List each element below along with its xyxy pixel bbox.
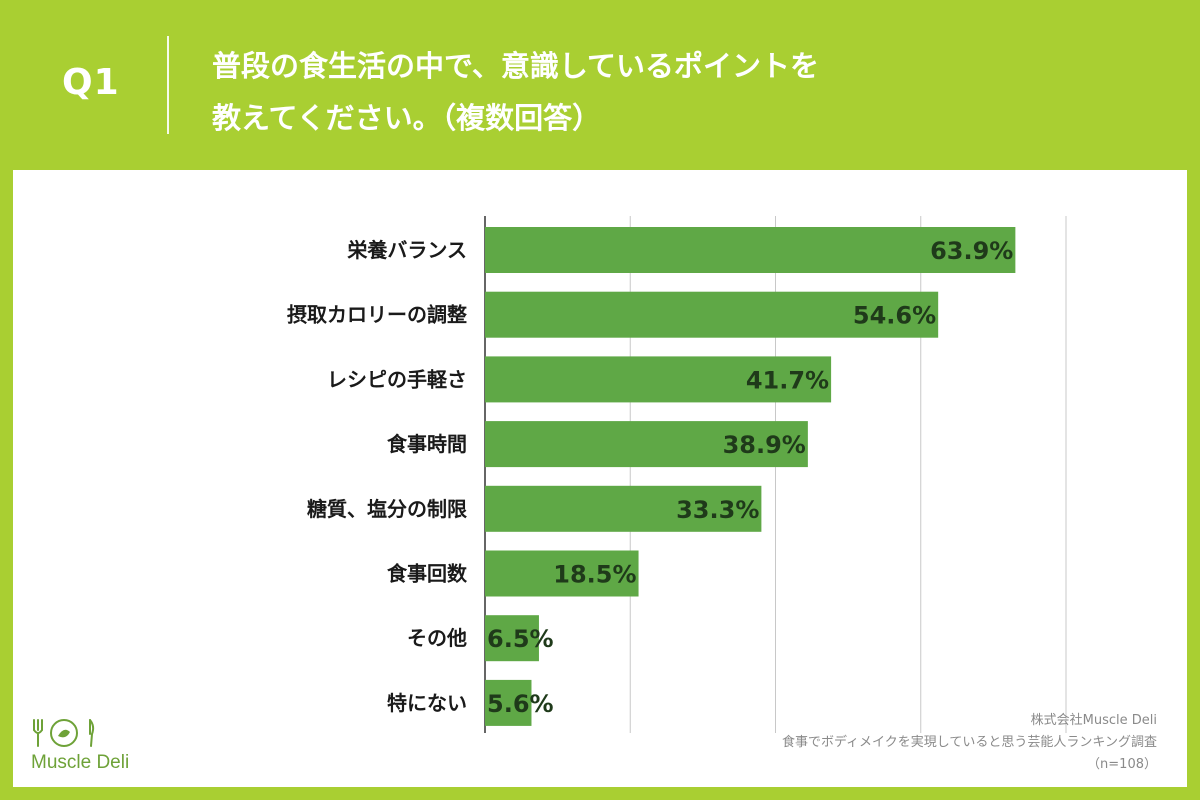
value-label: 6.5% [487, 625, 554, 653]
question-title: 普段の食生活の中で、意識しているポイントを 教えてください。（複数回答） [212, 40, 1172, 144]
chart-panel: 栄養バランス 63.9% 摂取カロリーの調整 54.6% レシピの手軽さ 41.7% 食事時… [13, 170, 1187, 787]
category-label: 栄養バランス [346, 238, 467, 262]
header: Q1 普段の食生活の中で、意識しているポイントを 教えてください。（複数回答） [0, 0, 1200, 170]
category-label: 食事時間 [387, 432, 467, 456]
category-label: 糖質、塩分の制限 [307, 497, 467, 521]
value-label: 41.7% [746, 366, 829, 394]
question-title-line-1: 普段の食生活の中で、意識しているポイントを [212, 49, 819, 83]
category-label: 特にない [387, 691, 467, 715]
bar-7 [485, 615, 539, 662]
bar-3 [485, 356, 832, 403]
value-label: 5.6% [487, 690, 554, 718]
bar-chart: 栄養バランス 63.9% 摂取カロリーの調整 54.6% レシピの手軽さ 41.7% 食事時… [287, 216, 1067, 733]
category-label: レシピの手軽さ [327, 367, 467, 391]
bar-2 [485, 291, 939, 338]
source-survey: 食事でボディメイクを実現していると思う芸能人ランキング調査 [781, 735, 1157, 750]
source-note: 株式会社Muscle Deli 食事でボディメイクを実現していると思う芸能人ラン… [782, 710, 1157, 776]
source-company: 株式会社Muscle Deli [1030, 713, 1157, 728]
bar-8 [485, 679, 532, 726]
question-number: Q1 [62, 62, 120, 103]
value-label: 54.6% [853, 302, 936, 330]
bar-1 [485, 227, 1016, 273]
value-label: 18.5% [553, 561, 636, 589]
value-label: 38.9% [723, 431, 806, 459]
category-label: 摂取カロリーの調整 [287, 303, 467, 327]
bar-6 [485, 550, 639, 597]
header-divider [167, 36, 169, 134]
bar-5 [485, 485, 762, 532]
value-label: 63.9% [930, 237, 1013, 265]
bar-4 [485, 421, 808, 468]
question-title-line-2: 教えてください。（複数回答） [212, 101, 602, 135]
source-sample-size: （n=108） [1087, 757, 1157, 772]
muscle-deli-logo-icon [33, 719, 95, 747]
category-label: 食事回数 [387, 562, 468, 586]
value-label: 33.3% [676, 496, 759, 524]
category-label: その他 [407, 626, 467, 650]
logo-text: Muscle Deli [31, 752, 130, 773]
